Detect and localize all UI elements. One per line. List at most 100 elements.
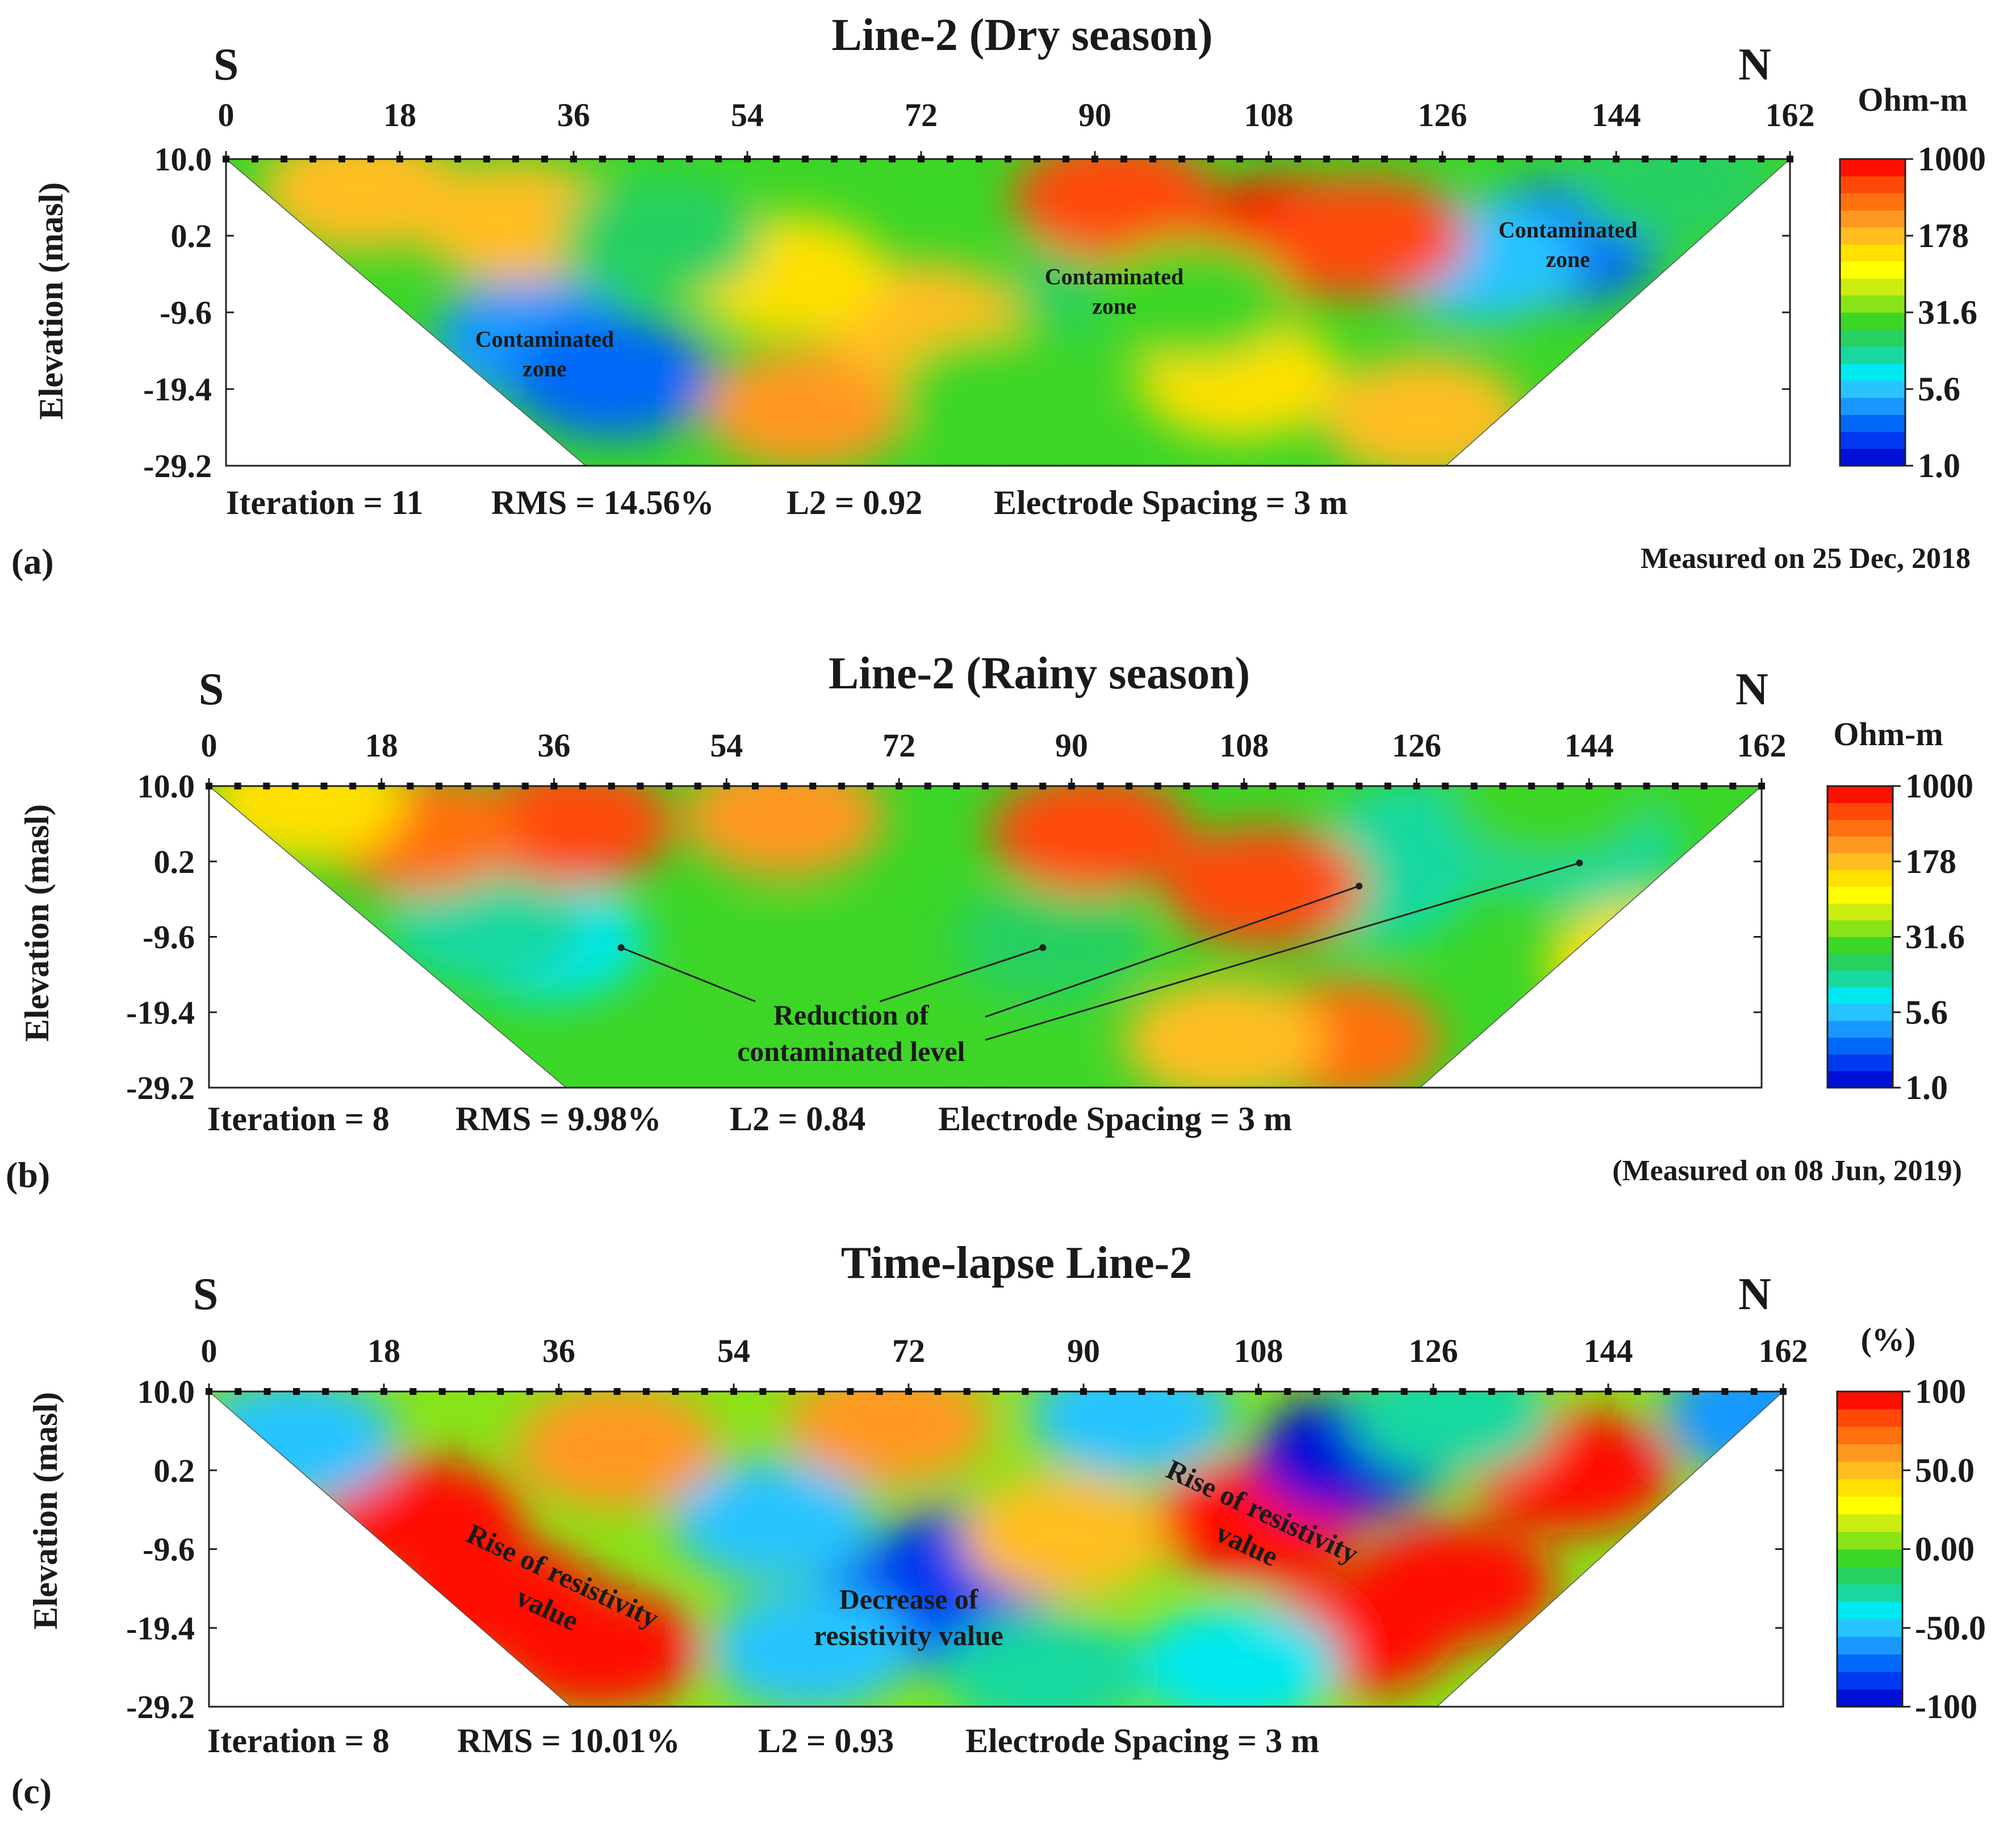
colorbar-swatch (1837, 1479, 1902, 1497)
electrode-marker (1546, 1388, 1554, 1395)
electrode-marker (1323, 156, 1330, 162)
electrode-marker (896, 783, 903, 789)
colorbar-tick-label: 1000 (1905, 767, 1973, 805)
electrode-marker (657, 156, 664, 162)
electrode-marker (1663, 1388, 1670, 1395)
annotation-line: contaminated level (737, 1035, 965, 1067)
electrode-marker (1126, 783, 1133, 789)
resistivity-anomaly (515, 1391, 720, 1510)
electrode-marker (809, 783, 817, 789)
electrode-marker (1692, 1388, 1699, 1395)
resistivity-anomaly (386, 864, 588, 985)
electrode-marker (889, 156, 896, 162)
x-tick-label: 126 (1418, 97, 1467, 133)
electrode-marker (1212, 783, 1219, 789)
colorbar: 1000 178 31.6 5.6 1.0 (1839, 140, 1986, 484)
annotation-line: Contaminated (475, 327, 614, 352)
electrode-marker (570, 156, 577, 162)
annotation-arrow (879, 947, 1043, 1002)
electrode-marker (235, 1388, 242, 1395)
electrode-marker (1729, 156, 1735, 162)
panel-label: (c) (11, 1771, 52, 1811)
stat-electrode-spacing: Electrode Spacing = 3 m (938, 1100, 1292, 1138)
colorbar-swatch (1840, 261, 1905, 279)
electrode-marker (1034, 156, 1040, 162)
electrode-marker (1178, 156, 1185, 162)
electrode-marker (953, 783, 960, 789)
panel-a: Line-2 (Dry season) S N 0 18 36 54 72 90 108 12… (11, 10, 1986, 582)
electrode-marker (1497, 156, 1504, 162)
resistivity-anomaly (1124, 979, 1326, 1088)
electrode-marker (1613, 156, 1620, 162)
electrode-marker (555, 1388, 562, 1395)
x-tick-label: 36 (557, 97, 590, 133)
electrode-marker (1371, 1388, 1379, 1395)
electrode-marker (1168, 1388, 1174, 1395)
x-tick-label: 36 (538, 727, 571, 764)
electrode-marker (613, 1388, 621, 1395)
x-tick-label: 18 (367, 1332, 400, 1369)
electrode-marker (1439, 156, 1446, 162)
electrode-marker (1381, 156, 1388, 162)
colorbar-swatch (1827, 786, 1893, 803)
electrode-marker (579, 783, 587, 789)
x-tick-labels: 0 18 36 54 72 90 108 126 144 162 (201, 727, 1787, 764)
electrode-marker (867, 783, 874, 789)
colorbar-swatch (1840, 346, 1905, 364)
electrode-marker (963, 1388, 971, 1395)
electrode-marker (584, 1388, 592, 1395)
colorbar-swatch (1837, 1497, 1902, 1515)
annotation-line: zone (1092, 293, 1136, 319)
colorbar-swatch (1837, 1636, 1902, 1654)
electrode-marker (1557, 783, 1564, 789)
x-tick-label: 144 (1592, 97, 1641, 133)
colorbar-swatch (1837, 1671, 1902, 1690)
electrode-marker (483, 156, 490, 162)
electrode-marker (628, 156, 635, 162)
electrode-marker (1022, 1388, 1029, 1395)
x-tick-label: 90 (1067, 1332, 1100, 1369)
x-tick-label: 72 (882, 727, 915, 764)
electrode-marker (1780, 1388, 1787, 1395)
y-tick-label: -29.2 (126, 1689, 195, 1725)
colorbar-tick-label: 1000 (1918, 140, 1986, 178)
colorbar-tick-label: 100 (1915, 1373, 1966, 1410)
y-axis-label: Elevation (masl) (18, 804, 56, 1042)
y-axis-label: Elevation (masl) (27, 1392, 64, 1629)
colorbar-swatch (1827, 987, 1893, 1004)
electrode-marker (493, 783, 500, 789)
zone-annotation: Decrease of resistivity value (814, 1583, 1003, 1651)
electrode-marker (1672, 783, 1679, 789)
electrode-marker (1614, 783, 1621, 789)
colorbar: 100 50.0 0.00 -50.0 -100 (1836, 1373, 1986, 1725)
x-tick-label: 0 (201, 727, 218, 764)
electrode-marker (1729, 783, 1737, 789)
electrode-marker (263, 783, 270, 789)
colorbar-swatch (1840, 176, 1905, 194)
resistivity-anomaly (951, 879, 1153, 1001)
stat-rms: RMS = 9.98% (455, 1100, 662, 1138)
electrode-marker (349, 783, 357, 789)
stat-iteration: Iteration = 8 (207, 1722, 390, 1760)
electrode-marker (780, 783, 788, 789)
resistivity-anomaly (1162, 825, 1365, 947)
x-tick-label: 144 (1565, 727, 1614, 764)
colorbar-swatch (1837, 1566, 1902, 1585)
stat-rms: RMS = 14.56% (491, 484, 714, 521)
direction-left: S (199, 665, 224, 714)
colorbar-swatch (1840, 449, 1905, 466)
electrode-marker (924, 783, 931, 789)
y-tick-label: 0.2 (154, 843, 195, 880)
electrode-marker (380, 1388, 387, 1395)
colorbar-swatch (1827, 803, 1893, 820)
y-tick-labels: 10.0 0.2 -9.6 -19.4 -29.2 (126, 768, 195, 1106)
electrode-marker (1634, 1388, 1641, 1395)
electrode-marker (838, 783, 845, 789)
electrode-marker (396, 156, 403, 162)
annotation-line: Decrease of (839, 1583, 979, 1615)
colorbar-swatch (1840, 381, 1905, 398)
electrode-marker (686, 156, 693, 162)
electrode-marker (759, 1388, 767, 1395)
direction-left: S (214, 40, 239, 90)
